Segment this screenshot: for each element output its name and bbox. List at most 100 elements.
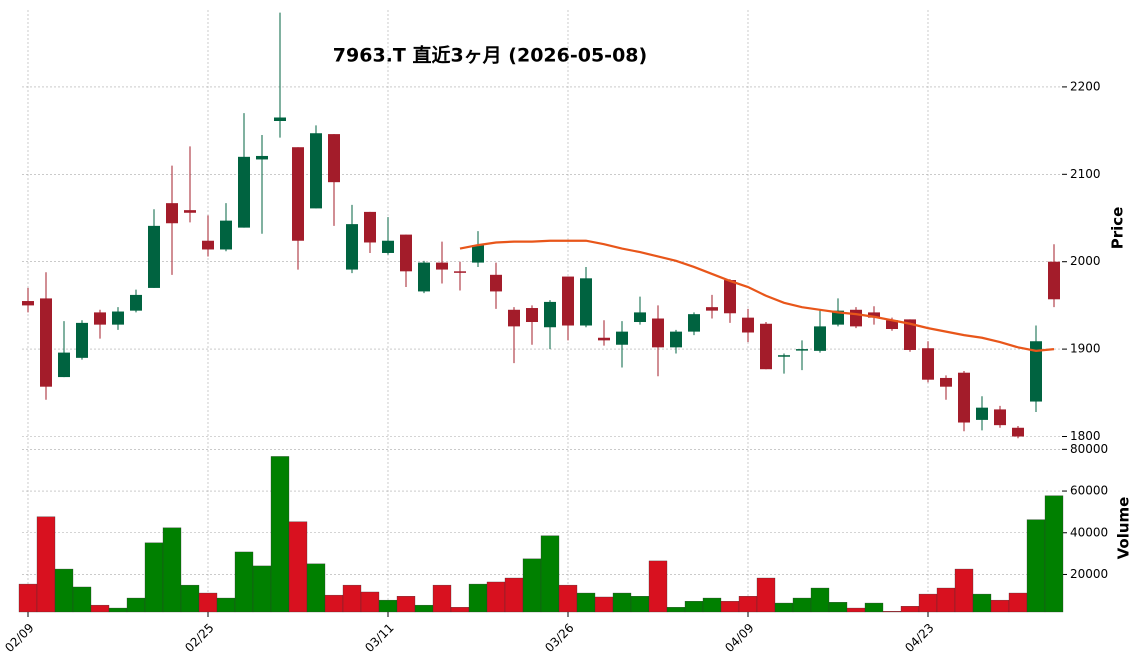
volume-bar bbox=[432, 584, 452, 613]
volume-bar bbox=[882, 611, 902, 613]
volume-bar bbox=[108, 607, 128, 613]
volume-bar bbox=[1044, 495, 1064, 613]
y-tick-label: 80000 bbox=[1070, 442, 1108, 456]
candle-body bbox=[94, 312, 106, 325]
candle-body bbox=[184, 210, 196, 213]
y-tick-label: 40000 bbox=[1070, 525, 1108, 539]
candle-body bbox=[22, 301, 34, 306]
volume-bar bbox=[738, 596, 758, 613]
candle-body bbox=[490, 274, 502, 292]
candle-body bbox=[688, 314, 700, 332]
volume-bar bbox=[468, 583, 488, 613]
volume-bar bbox=[576, 592, 596, 613]
x-tick-label: 04/09 bbox=[722, 621, 756, 655]
volume-bar bbox=[162, 527, 182, 613]
volume-bar bbox=[720, 601, 740, 613]
volume-bar bbox=[216, 597, 236, 613]
candle-body bbox=[526, 308, 538, 323]
volume-bar bbox=[864, 602, 884, 613]
candle-body bbox=[886, 320, 898, 330]
candle-body bbox=[508, 309, 520, 327]
volume-bar bbox=[954, 568, 974, 613]
volume-bar bbox=[702, 597, 722, 613]
volume-bar bbox=[648, 560, 668, 613]
chart-title: 7963.T 直近3ヶ月 (2026-05-08) bbox=[333, 44, 647, 67]
volume-bar bbox=[198, 592, 218, 613]
candle-body bbox=[166, 203, 178, 224]
volume-bar bbox=[396, 596, 416, 613]
volume-bar bbox=[540, 535, 560, 613]
candle-body bbox=[868, 312, 880, 318]
candle-body bbox=[598, 337, 610, 341]
candle-body bbox=[364, 211, 376, 243]
candle-body bbox=[310, 133, 322, 209]
volume-bar bbox=[360, 591, 380, 613]
x-tick-label: 02/25 bbox=[182, 621, 216, 655]
y-tick-label: 1900 bbox=[1070, 342, 1101, 356]
candle-body bbox=[346, 224, 358, 270]
candle-body bbox=[274, 117, 286, 121]
candle-body bbox=[724, 280, 736, 314]
candle-body bbox=[832, 310, 844, 325]
volume-bar bbox=[90, 604, 110, 613]
volume-bar bbox=[54, 568, 74, 613]
volume-bar bbox=[18, 583, 38, 613]
y-tick-label: 2200 bbox=[1070, 79, 1101, 93]
candle-body bbox=[130, 294, 142, 311]
volume-bar bbox=[144, 542, 164, 613]
candle-body bbox=[904, 319, 916, 350]
volume-bar bbox=[180, 584, 200, 613]
candle-body bbox=[706, 307, 718, 311]
volume-bar bbox=[1008, 592, 1028, 613]
volume-bar bbox=[936, 587, 956, 613]
candle-body bbox=[256, 155, 268, 160]
y-tick-label: 1800 bbox=[1070, 429, 1101, 443]
volume-bar bbox=[846, 607, 866, 613]
volume-bar bbox=[234, 551, 254, 613]
candle-body bbox=[580, 278, 592, 326]
volume-bar bbox=[306, 563, 326, 613]
volume-bar bbox=[612, 592, 632, 613]
volume-bar bbox=[1026, 519, 1046, 613]
volume-bar bbox=[684, 601, 704, 613]
volume-bar bbox=[792, 597, 812, 613]
x-tick-label: 04/23 bbox=[902, 621, 936, 655]
volume-bar bbox=[288, 521, 308, 613]
y-tick-label: 2000 bbox=[1070, 254, 1101, 268]
volume-bar bbox=[828, 602, 848, 613]
candle-body bbox=[850, 309, 862, 327]
x-tick-label: 03/11 bbox=[362, 621, 396, 655]
volume-bar bbox=[810, 587, 830, 613]
candle-body bbox=[616, 331, 628, 345]
candle-body bbox=[940, 377, 952, 387]
candle-body bbox=[472, 245, 484, 263]
volume-bar bbox=[450, 607, 470, 613]
volume-bar bbox=[378, 599, 398, 613]
candle-body bbox=[994, 409, 1006, 426]
candle-body bbox=[436, 262, 448, 270]
candle-body bbox=[544, 301, 556, 328]
candle-body bbox=[670, 331, 682, 348]
candle-body bbox=[400, 234, 412, 272]
candle-body bbox=[1012, 427, 1024, 437]
candle-body bbox=[652, 318, 664, 348]
candle-body bbox=[202, 240, 214, 250]
candle-body bbox=[1048, 261, 1060, 300]
candle-body bbox=[562, 276, 574, 326]
candle-body bbox=[76, 322, 88, 358]
x-tick-label: 03/26 bbox=[542, 621, 576, 655]
candle-body bbox=[814, 326, 826, 351]
candle-body bbox=[976, 407, 988, 420]
volume-bar bbox=[486, 581, 506, 613]
volume-bar bbox=[522, 558, 542, 613]
volume-bar bbox=[324, 594, 344, 613]
candle-body bbox=[760, 323, 772, 370]
candle-body bbox=[1030, 341, 1042, 402]
volume-bar bbox=[918, 593, 938, 613]
candle-body bbox=[58, 352, 70, 378]
candle-body bbox=[958, 372, 970, 423]
volume-bar bbox=[630, 596, 650, 613]
volume-bar bbox=[666, 607, 686, 613]
candle-body bbox=[418, 262, 430, 292]
